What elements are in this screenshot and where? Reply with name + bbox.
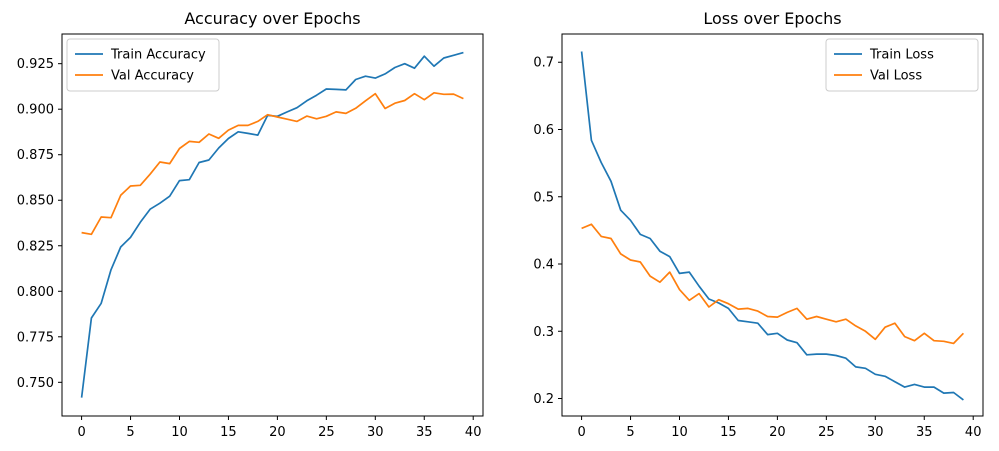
x-tick-label: 10 bbox=[171, 425, 188, 440]
y-tick-label: 0.875 bbox=[17, 148, 54, 163]
plot-area bbox=[61, 33, 484, 417]
x-tick-label: 30 bbox=[367, 425, 384, 440]
x-tick-label: 10 bbox=[671, 425, 688, 440]
y-tick-label: 0.900 bbox=[17, 103, 54, 118]
y-tick-label: 0.800 bbox=[17, 285, 54, 300]
legend-box bbox=[825, 38, 979, 92]
x-tick-label: 0 bbox=[77, 425, 85, 440]
x-tick-label: 20 bbox=[269, 425, 286, 440]
val-accuracy-line bbox=[81, 91, 464, 236]
y-tick-label: 0.4 bbox=[533, 258, 554, 273]
chart-title: Loss over Epochs bbox=[703, 9, 841, 28]
legend-label: Train Loss bbox=[869, 48, 934, 63]
x-tick-label: 40 bbox=[465, 425, 482, 440]
x-tick-label: 20 bbox=[769, 425, 786, 440]
accuracy-chart: Accuracy over Epochs 0 5 10 15 20 25 30 35 40 0.75… bbox=[17, 9, 484, 440]
loss-chart: Loss over Epochs 0 5 10 15 20 25 30 35 40 0.2 0.3 0.… bbox=[533, 9, 984, 440]
x-tick-label: 40 bbox=[965, 425, 982, 440]
x-tick-label: 15 bbox=[720, 425, 737, 440]
x-tick-label: 0 bbox=[577, 425, 585, 440]
x-tick-label: 35 bbox=[916, 425, 933, 440]
legend-label: Train Accuracy bbox=[110, 48, 206, 63]
legend-box bbox=[66, 38, 220, 92]
train-loss-line bbox=[580, 51, 964, 401]
val-loss-line bbox=[581, 223, 965, 345]
x-tick-label: 25 bbox=[318, 425, 335, 440]
y-tick-label: 0.825 bbox=[17, 239, 54, 254]
chart-title: Accuracy over Epochs bbox=[184, 9, 360, 28]
legend-label: Val Loss bbox=[870, 69, 922, 84]
y-tick-label: 0.6 bbox=[533, 123, 554, 138]
y-tick-label: 0.775 bbox=[17, 330, 54, 345]
y-tick-label: 0.5 bbox=[533, 190, 554, 205]
x-tick-label: 25 bbox=[818, 425, 835, 440]
y-tick-label: 0.7 bbox=[533, 56, 554, 71]
y-tick-label: 0.750 bbox=[17, 376, 54, 391]
y-tick-label: 0.3 bbox=[533, 325, 554, 340]
plot-area bbox=[561, 33, 984, 417]
x-tick-label: 15 bbox=[220, 425, 237, 440]
y-tick-label: 0.2 bbox=[533, 392, 554, 407]
x-tick-label: 5 bbox=[126, 425, 134, 440]
y-tick-label: 0.925 bbox=[17, 57, 54, 72]
x-tick-label: 5 bbox=[626, 425, 634, 440]
legend: Train Accuracy Val Accuracy bbox=[66, 38, 220, 92]
y-tick-label: 0.850 bbox=[17, 194, 54, 209]
x-tick-label: 30 bbox=[867, 425, 884, 440]
legend: Train Loss Val Loss bbox=[825, 38, 979, 92]
x-tick-label: 35 bbox=[416, 425, 433, 440]
legend-label: Val Accuracy bbox=[111, 69, 194, 84]
